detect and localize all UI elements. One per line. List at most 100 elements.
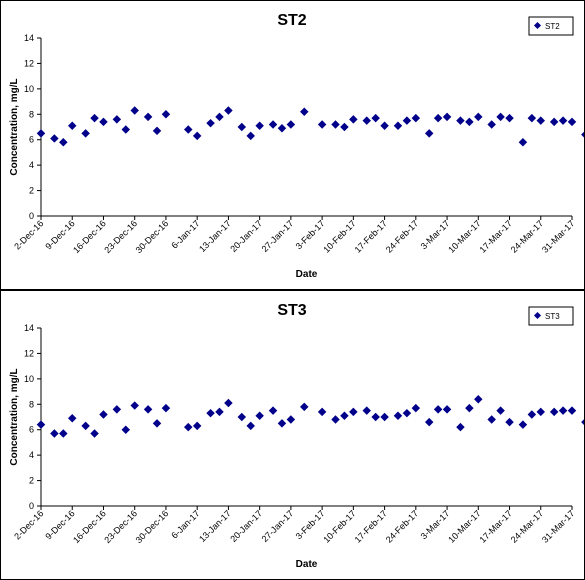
x-tick-label: 10-Mar-17 [446,508,482,544]
x-tick-label: 23-Dec-16 [102,218,139,255]
chart-panel-st3: ST3 ST3 0 2 4 6 8 10 12 14 2-Dec-16 9-Dec-16 16-Dec-… [0,290,585,580]
data-point [518,420,528,429]
data-point [487,120,496,129]
y-tick-label: 6 [29,135,34,145]
data-point [300,107,309,116]
data-point [277,419,287,428]
data-point [527,410,537,419]
data-point [349,407,358,417]
x-tick-label: 24-Feb-17 [384,218,420,254]
data-point [362,116,371,125]
data-point [121,425,131,434]
x-tick-label: 27-Jan-17 [260,508,296,544]
x-tick-label: 10-Mar-17 [446,218,482,254]
x-tick-label: 6-Jan-17 [169,218,201,250]
data-point [567,406,577,415]
data-point [286,120,296,129]
data-point [300,402,309,412]
y-tick-label: 12 [24,58,34,68]
data-point [340,411,349,420]
data-point [581,417,584,427]
x-axis-label: Date [296,559,318,570]
data-point [518,138,528,147]
data-point [224,398,233,408]
data-point [567,117,577,127]
x-tick-label: 6-Jan-17 [169,508,201,540]
data-point [393,411,403,420]
data-point [411,403,421,413]
x-tick-label: 24-Mar-17 [509,508,545,544]
x-tick-label: 30-Dec-16 [134,508,171,545]
data-point [50,134,59,143]
data-point [152,126,162,136]
data-point [277,124,287,133]
data-point [286,415,296,424]
data-point [349,115,358,124]
x-tick-label: 20-Jan-17 [228,508,264,544]
y-tick-label: 10 [24,374,34,384]
chart-panel-st2: ST2 ST2 0 2 4 6 8 10 12 14 2-Dec-16 9-Dec-16 16-Dec-… [0,0,585,290]
chart-st3: ST3 ST3024681012142-Dec-169-Dec-1616-Dec-… [9,302,584,570]
data-point [152,419,162,428]
data-point [487,415,496,424]
y-tick-label: 0 [29,211,34,221]
y-axis-label: Concentration, mg/L [9,368,20,465]
data-point [90,429,99,438]
data-point [237,122,247,132]
data-point [67,121,77,130]
data-point [474,112,483,122]
data-point [505,113,514,123]
data-point [536,407,546,417]
data-point [549,117,559,127]
data-point [465,117,474,127]
data-point [268,406,278,415]
x-tick-label: 17-Mar-17 [478,218,514,254]
data-point [442,112,452,122]
data-point [424,129,434,138]
data-point [161,110,171,119]
legend-label: ST2 [545,22,560,31]
data-point [558,116,568,125]
data-point [393,121,403,130]
legend-box [528,16,574,36]
legend-box [528,306,574,326]
data-point [215,112,224,122]
data-point [143,405,153,414]
data-point [331,120,340,129]
data-point [59,138,68,147]
data-point [130,401,139,410]
x-tick-label: 30-Dec-16 [134,218,171,255]
data-point [371,113,380,123]
x-tick-label: 20-Jan-17 [228,218,264,254]
data-point [433,405,443,414]
legend-label: ST3 [545,312,560,321]
data-point [184,125,193,134]
y-axis-label: Concentration, mg/L [9,78,20,175]
data-point [549,407,559,417]
data-point [36,129,46,138]
data-point [411,113,421,123]
y-tick-label: 2 [29,186,34,196]
data-point [558,406,568,415]
data-point [59,429,68,438]
data-point [99,117,108,127]
y-tick-label: 0 [29,501,34,511]
data-point [192,131,202,141]
data-point [224,106,233,115]
data-point [192,421,202,431]
x-tick-label: 10-Feb-17 [321,218,357,254]
data-point [161,403,171,413]
data-point [456,116,465,125]
data-point [474,394,483,404]
data-point [215,407,224,417]
x-tick-label: 2-Dec-16 [12,508,45,541]
data-point [465,403,474,413]
x-tick-label: 24-Mar-17 [509,218,545,254]
x-tick-label: 13-Jan-17 [197,508,233,544]
x-tick-label: 31-Mar-17 [540,218,576,254]
x-tick-label: 23-Dec-16 [102,508,139,545]
data-point [121,125,131,134]
data-point [505,417,514,427]
y-tick-label: 10 [24,84,34,94]
data-point [442,405,452,414]
